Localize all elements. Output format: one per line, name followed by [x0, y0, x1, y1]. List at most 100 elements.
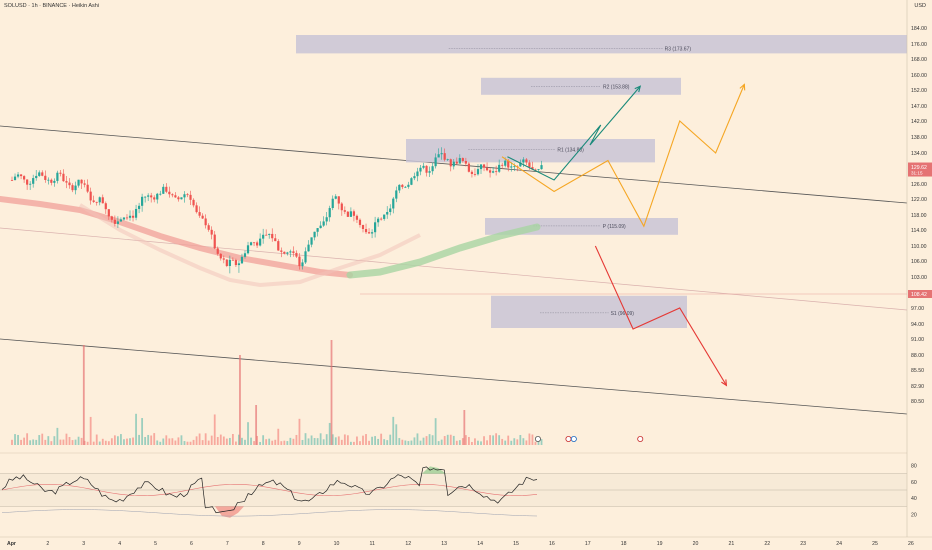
volume-bar — [343, 434, 346, 445]
candle-body — [228, 259, 231, 267]
volume-bar — [162, 438, 165, 445]
volume-bar — [183, 441, 186, 445]
volume-bar — [86, 441, 89, 445]
candle-body — [83, 183, 86, 185]
candle-body — [171, 194, 174, 196]
volume-bar — [407, 441, 410, 445]
volume-bar — [222, 436, 225, 445]
candle-body — [467, 163, 471, 172]
volume-bar — [477, 440, 479, 445]
volume-bar — [452, 435, 455, 445]
projection-bullish-arrowhead — [634, 85, 642, 93]
volume-bar — [528, 433, 531, 445]
volume-bar — [286, 441, 289, 445]
volume-bar — [56, 427, 59, 445]
volume-bar — [68, 437, 71, 445]
candle-body — [510, 166, 513, 168]
volume-bar — [522, 438, 525, 445]
candle-body — [271, 233, 274, 239]
time-tick-label: 13 — [441, 541, 447, 547]
time-tick-label: 26 — [908, 541, 914, 547]
volume-bar — [461, 438, 464, 445]
volume-bar — [123, 439, 125, 445]
candle-body — [337, 196, 340, 204]
volume-bar — [59, 439, 62, 445]
volume-bar — [219, 434, 222, 445]
volume-bar — [310, 435, 313, 445]
volume-bar — [368, 440, 370, 445]
candle-body — [125, 217, 129, 219]
price-tick-label: 160.00 — [911, 73, 927, 79]
volume-bar — [346, 435, 349, 445]
candle-body — [252, 242, 256, 244]
candle-body — [159, 193, 162, 195]
volume-spike — [239, 355, 241, 445]
candle-body — [525, 159, 528, 163]
candle-body — [334, 196, 337, 199]
volume-bar — [377, 438, 380, 445]
candle-body — [349, 211, 352, 217]
candle-body — [280, 250, 283, 252]
volume-bar — [371, 436, 373, 445]
time-tick-label: 19 — [657, 541, 663, 547]
candle-body — [479, 164, 483, 170]
volume-bar — [35, 439, 38, 445]
price-tick-label: 138.00 — [911, 135, 927, 141]
volume-bar — [386, 440, 389, 445]
candle-body — [77, 179, 80, 186]
volume-bar — [313, 438, 316, 445]
candle-body — [383, 214, 386, 219]
candle-body — [395, 190, 398, 199]
price-tick-label: 82.90 — [911, 384, 924, 390]
candle-body — [10, 180, 14, 181]
candle-body — [386, 212, 389, 215]
volume-bar — [434, 418, 437, 445]
candle-body — [186, 194, 189, 196]
candle-body — [47, 179, 50, 181]
volume-bar — [531, 434, 534, 445]
candle-body — [168, 191, 171, 195]
price-tick-label: 126.00 — [911, 182, 927, 188]
volume-bar — [507, 435, 510, 445]
volume-bar — [392, 416, 395, 445]
volume-bar — [446, 434, 449, 445]
candle-body — [147, 195, 150, 197]
time-tick-label: 21 — [729, 541, 735, 547]
volume-bar — [23, 437, 26, 445]
candle-body — [29, 183, 32, 185]
candle-body — [340, 203, 343, 211]
candle-body — [498, 164, 501, 172]
volume-bar — [29, 440, 32, 445]
price-tick-label: 80.50 — [911, 399, 924, 405]
volume-bar — [301, 439, 304, 445]
candle-body — [255, 242, 259, 246]
price-tick-label: 134.00 — [911, 151, 927, 157]
candle-body — [367, 232, 371, 234]
current-price-label: 129.62 — [911, 165, 927, 171]
time-tick-label: 7 — [226, 541, 229, 547]
candle-body — [407, 184, 410, 187]
price-tick-label: 184.00 — [911, 26, 927, 32]
candle-body — [86, 184, 89, 192]
rsi-oversold-fill — [215, 506, 244, 518]
candle-body — [116, 221, 120, 224]
candle-body — [62, 173, 65, 182]
volume-bar — [153, 433, 156, 445]
volume-bar — [353, 441, 355, 445]
volume-bar — [174, 440, 177, 445]
candle-body — [237, 263, 241, 266]
candle-body — [198, 212, 201, 216]
candle-body — [162, 186, 165, 194]
volume-bar — [225, 438, 228, 445]
candle-body — [461, 158, 464, 161]
candle-body — [458, 158, 461, 164]
candle-body — [177, 197, 180, 200]
candle-body — [113, 219, 116, 224]
currency-label[interactable]: USD — [914, 3, 926, 9]
pivot-label-s1: S1 (96.09) — [611, 311, 635, 317]
volume-bar — [186, 441, 189, 445]
candle-body — [65, 181, 68, 183]
projection-bearish-path — [594, 245, 727, 386]
candle-body — [519, 162, 522, 167]
